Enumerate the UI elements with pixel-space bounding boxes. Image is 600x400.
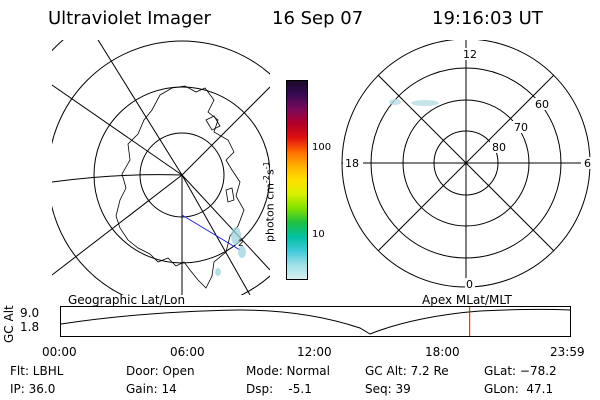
status-door: Door: Open (126, 364, 195, 378)
geographic-map: 2 (52, 40, 270, 295)
mlt-label-18: 18 (345, 157, 359, 170)
status-gc-alt: GC Alt: 7.2 Re (365, 364, 449, 378)
meridian-line (97, 40, 183, 176)
date-label: 16 Sep 07 (272, 8, 364, 29)
left-map-caption: Geographic Lat/Lon (68, 293, 186, 307)
aurora-patch (389, 99, 439, 106)
status-seq: Seq: 39 (365, 382, 411, 396)
sun-direction-line (181, 214, 241, 251)
aurora-patch (215, 227, 246, 276)
time-tick-0: 00:00 (42, 345, 77, 359)
mlat-label-70: 70 (514, 121, 528, 134)
time-tick-1: 06:00 (170, 345, 205, 359)
unit-mid: s (263, 169, 277, 176)
status-mode: Mode: Normal (246, 364, 330, 378)
meridian-line (52, 174, 183, 276)
coastline (205, 115, 221, 131)
magnetic-polar-plot: 12 6 0 18 60 70 80 (341, 40, 593, 291)
altitude-axis-label: GC Alt (2, 305, 16, 343)
mlt-label-6: 6 (584, 157, 591, 170)
position-marker-label: 2 (238, 239, 244, 249)
meridian-line (181, 86, 270, 176)
coastline (115, 85, 245, 289)
colorbar-unit-label: photon cm-2s-1 (262, 161, 277, 242)
unit-exp1: -2 (262, 175, 271, 184)
lat-circle-outermost (52, 40, 64, 52)
time-tick-2: 12:00 (297, 345, 332, 359)
time-tick-4: 23:59 (550, 345, 585, 359)
time-label: 19:16:03 UT (432, 8, 543, 29)
status-glat: GLat: −78.2 (484, 364, 557, 378)
right-map-caption: Apex MLat/MLT (422, 293, 512, 307)
status-ip: IP: 36.0 (10, 382, 56, 396)
meridian-line (52, 174, 183, 183)
mlt-label-12: 12 (463, 48, 477, 61)
intensity-colorbar (286, 80, 308, 280)
status-glon: GLon: 47.1 (484, 382, 554, 396)
mlat-label-80: 80 (492, 141, 506, 154)
mlt-label-0: 0 (466, 278, 473, 291)
time-tick-3: 18:00 (425, 345, 460, 359)
altitude-plot-frame (60, 306, 571, 337)
mlat-label-60: 60 (535, 98, 549, 111)
colorbar-tick-100: 100 (312, 142, 332, 153)
unit-main: photon cm (263, 183, 277, 242)
status-dsp: Dsp: -5.1 (246, 382, 312, 396)
meridian-line (181, 174, 270, 271)
altitude-tick-low: 1.8 (20, 320, 40, 334)
colorbar-tick-10: 10 (312, 229, 325, 240)
lat-circle-outer (52, 40, 270, 295)
status-gain: Gain: 14 (126, 382, 177, 396)
altitude-tick-high: 9.0 (20, 306, 40, 320)
meridian-line (52, 84, 183, 176)
altitude-curve (60, 308, 571, 335)
status-filter: Flt: LBHL (10, 364, 64, 378)
mlt-diagonal (377, 74, 555, 252)
instrument-title: Ultraviolet Imager (48, 8, 211, 29)
coastline (225, 187, 235, 203)
altitude-plot (60, 306, 571, 337)
unit-exp2: -1 (262, 161, 271, 170)
